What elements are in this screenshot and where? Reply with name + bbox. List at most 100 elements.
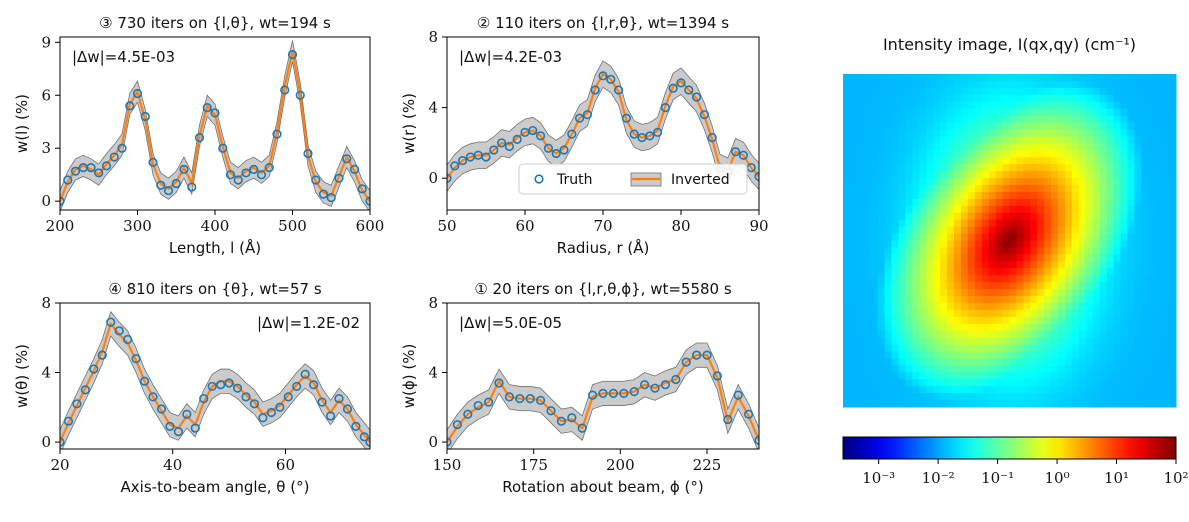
heatmap-cell bbox=[954, 316, 962, 325]
heatmap-cell bbox=[926, 94, 934, 103]
heatmap-cell bbox=[1065, 101, 1073, 110]
heatmap-cell bbox=[1085, 74, 1094, 82]
heatmap-cell bbox=[891, 296, 899, 304]
heatmap-cell bbox=[905, 296, 913, 304]
heatmap-cell bbox=[1009, 316, 1017, 325]
truth-point bbox=[546, 406, 556, 416]
heatmap-cell bbox=[1141, 164, 1149, 172]
legend-truth-label: Truth bbox=[556, 172, 593, 188]
heatmap-cell bbox=[884, 309, 893, 318]
heatmap-cell bbox=[974, 400, 983, 408]
heatmap-cell bbox=[988, 94, 997, 103]
heatmap-cell bbox=[1002, 337, 1010, 346]
heatmap-cell bbox=[1155, 205, 1163, 214]
heatmap-cell bbox=[967, 302, 976, 311]
heatmap-cell bbox=[1051, 358, 1059, 366]
heatmap-cell bbox=[988, 226, 997, 235]
truth-point bbox=[241, 392, 251, 402]
heatmap-cell bbox=[995, 282, 1004, 290]
heatmap-cell bbox=[1065, 191, 1073, 200]
heatmap-cell bbox=[1009, 212, 1017, 221]
heatmap-cell bbox=[1023, 219, 1031, 228]
heatmap-cell bbox=[912, 136, 920, 144]
heatmap-cell bbox=[1120, 150, 1128, 158]
truth-point bbox=[551, 148, 561, 159]
heatmap-cell bbox=[919, 309, 927, 318]
heatmap-cell bbox=[1106, 261, 1115, 269]
heatmap-cell bbox=[1127, 365, 1135, 373]
heatmap-cell bbox=[863, 337, 872, 346]
heatmap-cell bbox=[1141, 282, 1149, 290]
heatmap-cell bbox=[1078, 316, 1087, 325]
heatmap-cell bbox=[1009, 94, 1017, 103]
heatmap-cell bbox=[974, 129, 983, 137]
heatmap-cell bbox=[870, 171, 879, 179]
heatmap-cell bbox=[905, 268, 913, 276]
truth-point bbox=[163, 185, 174, 196]
heatmap-cell bbox=[1044, 358, 1052, 366]
heatmap-cell bbox=[1162, 351, 1170, 359]
heatmap-cell bbox=[884, 101, 893, 110]
heatmap-cell bbox=[905, 365, 913, 373]
heatmap-cell bbox=[1155, 212, 1163, 221]
x-axis-label: Rotation about beam, ϕ (°) bbox=[502, 478, 704, 496]
heatmap-cell bbox=[1134, 226, 1142, 235]
heatmap-cell bbox=[1065, 372, 1073, 380]
heatmap-cell bbox=[863, 233, 872, 241]
heatmap-cell bbox=[898, 233, 906, 241]
heatmap-cell bbox=[1016, 226, 1024, 235]
heatmap-cell bbox=[1037, 282, 1045, 290]
heatmap-cell bbox=[905, 344, 913, 352]
heatmap-cell bbox=[1078, 400, 1087, 408]
heatmap-cell bbox=[1058, 122, 1066, 130]
truth-point bbox=[504, 392, 515, 402]
heatmap-cell bbox=[988, 157, 997, 165]
heatmap-cell bbox=[849, 233, 858, 241]
heatmap-cell bbox=[912, 400, 920, 408]
heatmap-cell bbox=[912, 337, 920, 346]
heatmap-cell bbox=[954, 337, 962, 346]
heatmap-cell bbox=[870, 80, 879, 89]
heatmap-cell bbox=[891, 219, 899, 228]
heatmap-cell bbox=[877, 344, 886, 352]
heatmap-cell bbox=[1071, 351, 1080, 359]
heatmap-cell bbox=[1148, 219, 1156, 228]
heatmap-cell bbox=[1009, 143, 1017, 151]
heatmap-cell bbox=[1023, 115, 1031, 124]
heatmap-cell bbox=[1058, 87, 1066, 96]
heatmap-cell bbox=[1078, 247, 1087, 255]
heatmap-cell bbox=[1071, 94, 1080, 103]
heatmap-cell bbox=[1016, 240, 1024, 248]
heatmap-cell bbox=[1162, 386, 1170, 394]
heatmap-cell bbox=[1030, 268, 1038, 276]
heatmap-cell bbox=[919, 358, 927, 366]
heatmap-cell bbox=[1002, 122, 1010, 130]
heatmap-cell bbox=[974, 330, 983, 339]
heatmap-cell bbox=[1169, 108, 1177, 117]
chart-title: ③ 730 iters on {l,θ}, wt=194 s bbox=[99, 14, 331, 32]
heatmap-cell bbox=[1099, 178, 1108, 186]
heatmap-cell bbox=[1141, 115, 1149, 124]
heatmap-cell bbox=[1078, 337, 1087, 346]
heatmap-cell bbox=[1071, 316, 1080, 325]
heatmap-cell bbox=[1085, 365, 1094, 373]
truth-point bbox=[94, 168, 104, 178]
heatmap-cell bbox=[954, 330, 962, 339]
heatmap-cell bbox=[926, 289, 934, 297]
heatmap-cell bbox=[981, 143, 990, 151]
heatmap-cell bbox=[843, 365, 851, 373]
heatmap-cell bbox=[905, 171, 913, 179]
heatmap-cell bbox=[877, 240, 886, 248]
heatmap-cell bbox=[1030, 344, 1038, 352]
heatmap-cell bbox=[1155, 164, 1163, 172]
heatmap-cell bbox=[905, 261, 913, 269]
heatmap-cell bbox=[1078, 344, 1087, 352]
heatmap-cell bbox=[1120, 386, 1128, 394]
heatmap-cell bbox=[1148, 80, 1156, 89]
heatmap-cell bbox=[1085, 87, 1094, 96]
heatmap-cell bbox=[1016, 247, 1024, 255]
heatmap-cell bbox=[988, 330, 997, 339]
heatmap-cell bbox=[870, 302, 879, 311]
heatmap-cell bbox=[1120, 80, 1128, 89]
heatmap-cell bbox=[933, 282, 941, 290]
